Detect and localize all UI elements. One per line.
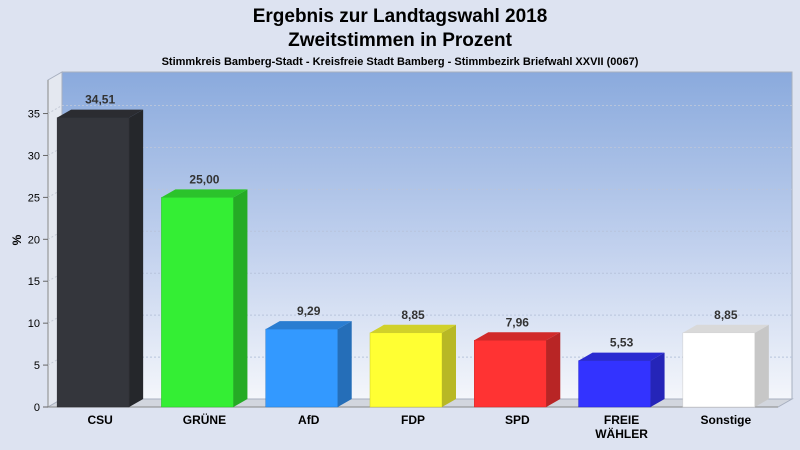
- bar-side: [233, 189, 248, 407]
- value-label: 9,29: [297, 304, 321, 318]
- bar-side: [754, 324, 769, 407]
- y-tick-label: 30: [28, 150, 40, 162]
- y-tick-label: 35: [28, 109, 40, 121]
- bar-side: [650, 352, 665, 407]
- bar: [474, 332, 561, 408]
- bar-front: [682, 332, 756, 408]
- bar: [265, 321, 352, 408]
- bar-front: [474, 340, 547, 408]
- bar-top: [682, 324, 769, 333]
- y-tick-label: 10: [28, 318, 40, 330]
- category-label: AfD: [298, 413, 320, 427]
- category-label: CSU: [87, 413, 112, 427]
- value-label: 8,85: [401, 308, 425, 322]
- y-tick-label: 5: [34, 360, 40, 372]
- y-tick-label: 15: [28, 276, 40, 288]
- bar-side: [546, 332, 561, 407]
- bar-front: [578, 360, 651, 408]
- bar-top: [161, 189, 248, 198]
- value-label: 8,85: [714, 308, 738, 322]
- bar: [161, 189, 248, 408]
- bar-front: [56, 117, 130, 408]
- bar-front: [369, 332, 443, 408]
- bar: [56, 109, 144, 408]
- bar-front: [161, 197, 234, 408]
- bars: 34,51 25,00 9,29 8,85 7,96 5,53 8,85: [56, 93, 769, 408]
- chart-title: Ergebnis zur Landtagswahl 2018: [253, 6, 548, 27]
- bar-top: [370, 324, 456, 333]
- bar-front: [265, 328, 338, 408]
- bar-top: [265, 321, 352, 330]
- category-label: Sonstige: [701, 413, 752, 427]
- category-label: FDP: [401, 413, 425, 427]
- bar-top: [57, 109, 144, 118]
- bar-top: [474, 332, 561, 341]
- y-axis-label: %: [10, 234, 24, 245]
- bar-side: [129, 109, 144, 408]
- y-axis-ticks: 0 5 10 15 20 25 30 35: [28, 109, 48, 414]
- value-label: 25,00: [189, 172, 219, 186]
- chart-title-line2: Zweitstimmen in Prozent: [288, 30, 512, 51]
- category-label: WÄHLER: [595, 426, 648, 441]
- bar-top: [578, 352, 665, 361]
- category-label: SPD: [505, 413, 530, 427]
- chart-subtitle: Stimmkreis Bamberg-Stadt - Kreisfreie St…: [162, 56, 639, 68]
- category-label: FREIE: [604, 413, 639, 427]
- y-tick-label: 25: [28, 192, 40, 204]
- value-label: 7,96: [506, 315, 530, 329]
- value-label: 34,51: [85, 93, 115, 107]
- gridline-side: [47, 105, 63, 114]
- bar: [682, 324, 769, 408]
- bar: [369, 324, 456, 408]
- value-label: 5,53: [610, 336, 634, 350]
- bar-side: [442, 324, 456, 407]
- y-tick-label: 20: [28, 234, 40, 246]
- bar-side: [337, 321, 352, 407]
- bar: [578, 352, 665, 408]
- category-label: GRÜNE: [183, 412, 226, 427]
- y-tick-label: 0: [34, 402, 40, 414]
